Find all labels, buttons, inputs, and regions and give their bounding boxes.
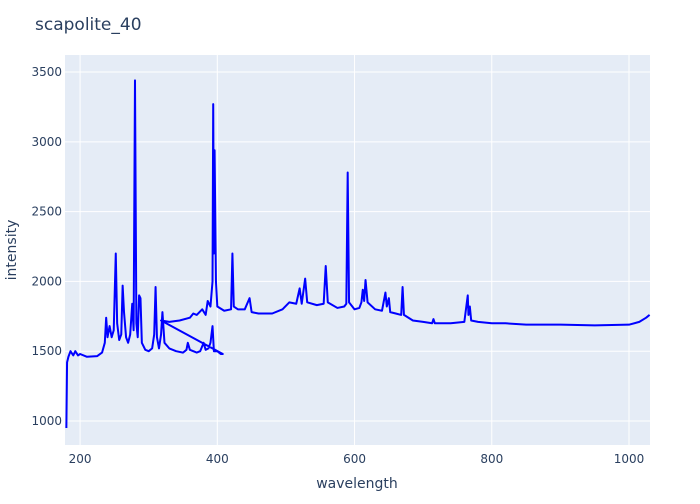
y-axis-title: intensity xyxy=(4,220,20,281)
x-tick-label: 1000 xyxy=(614,452,645,466)
y-tick-label: 3500 xyxy=(31,65,62,79)
x-tick-label: 400 xyxy=(206,452,229,466)
y-tick-label: 2500 xyxy=(31,205,62,219)
y-tick-label: 1000 xyxy=(31,414,62,428)
y-tick-label: 2000 xyxy=(31,274,62,288)
y-tick-label: 3000 xyxy=(31,135,62,149)
x-tick-label: 600 xyxy=(343,452,366,466)
x-tick-label: 800 xyxy=(480,452,503,466)
chart-title: scapolite_40 xyxy=(35,15,142,35)
x-axis-title: wavelength xyxy=(316,476,398,492)
line xyxy=(65,79,651,428)
x-tick-label: 200 xyxy=(69,452,92,466)
y-tick-label: 1500 xyxy=(31,344,62,358)
plot-area xyxy=(65,55,650,445)
